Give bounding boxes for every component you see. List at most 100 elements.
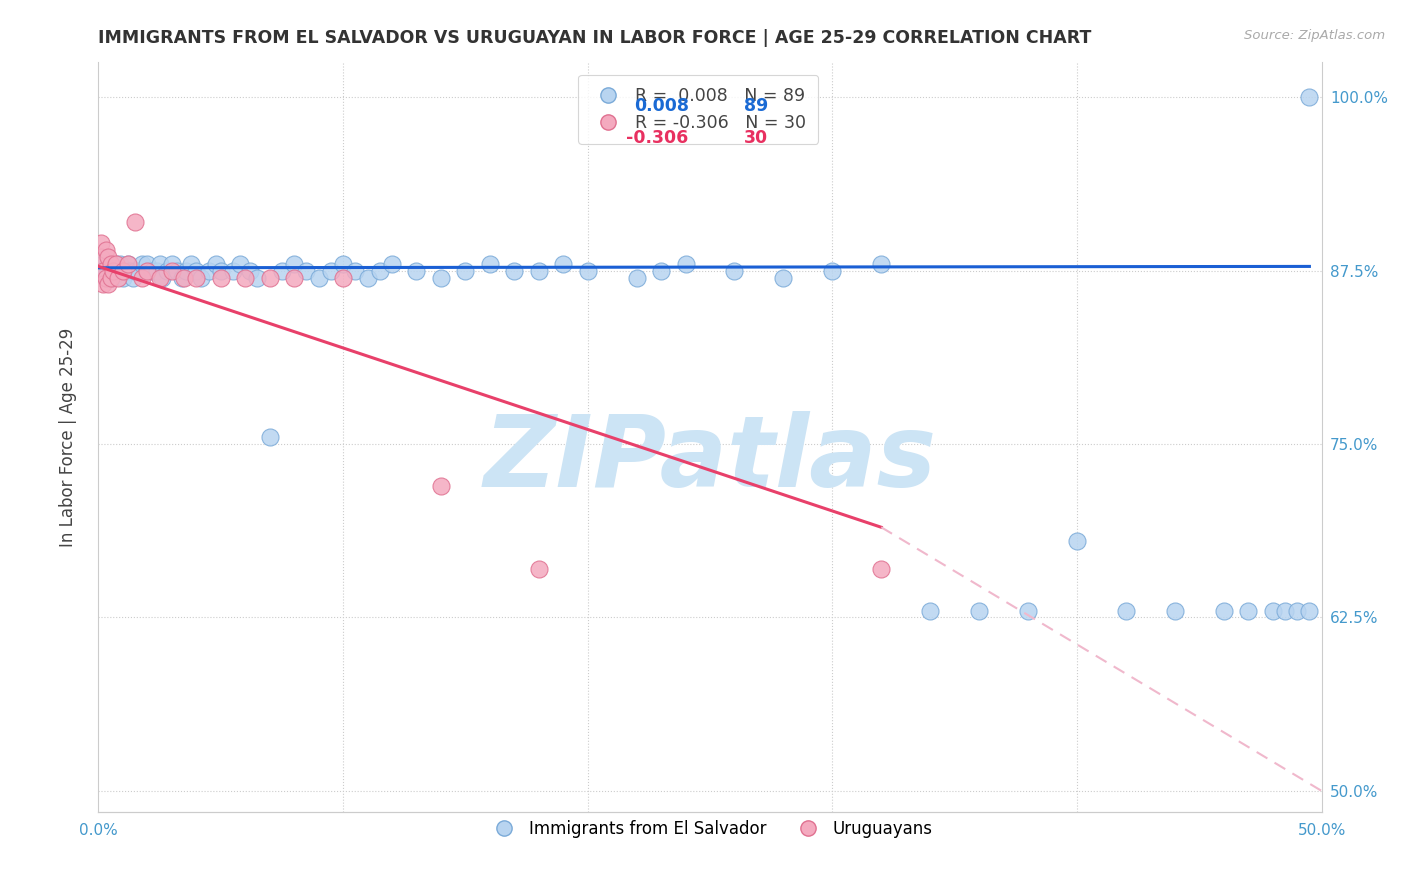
Point	[920, 603, 942, 617]
Point	[101, 263, 124, 277]
Point	[1212, 603, 1234, 617]
Point	[124, 263, 146, 277]
Point	[270, 263, 294, 277]
Point	[344, 263, 367, 277]
Point	[97, 263, 120, 277]
Text: Source: ZipAtlas.com: Source: ZipAtlas.com	[1244, 29, 1385, 42]
Point	[1017, 603, 1039, 617]
Point	[150, 270, 173, 285]
Point	[332, 270, 354, 285]
Point	[1164, 603, 1187, 617]
Point	[90, 250, 112, 264]
Point	[131, 270, 153, 285]
Point	[1286, 603, 1309, 617]
Point	[870, 257, 893, 271]
Point	[190, 270, 212, 285]
Point	[239, 263, 262, 277]
Point	[90, 263, 112, 277]
Point	[650, 263, 672, 277]
Point	[1298, 603, 1320, 617]
Point	[97, 270, 120, 285]
Point	[146, 263, 169, 277]
Point	[308, 270, 330, 285]
Point	[94, 270, 117, 285]
Point	[368, 263, 391, 277]
Point	[1274, 603, 1296, 617]
Legend: Immigrants from El Salvador, Uruguayans: Immigrants from El Salvador, Uruguayans	[481, 814, 939, 845]
Point	[821, 263, 844, 277]
Y-axis label: In Labor Force | Age 25-29: In Labor Force | Age 25-29	[59, 327, 77, 547]
Text: IMMIGRANTS FROM EL SALVADOR VS URUGUAYAN IN LABOR FORCE | AGE 25-29 CORRELATION : IMMIGRANTS FROM EL SALVADOR VS URUGUAYAN…	[98, 29, 1092, 47]
Point	[117, 257, 139, 271]
Point	[205, 257, 228, 271]
Point	[94, 270, 117, 285]
Point	[121, 270, 143, 285]
Point	[430, 478, 453, 492]
Point	[101, 270, 124, 285]
Point	[104, 263, 127, 277]
Point	[124, 215, 146, 229]
Point	[91, 257, 114, 271]
Point	[107, 270, 129, 285]
Point	[197, 263, 219, 277]
Point	[356, 270, 378, 285]
Point	[967, 603, 990, 617]
Point	[283, 257, 305, 271]
Point	[222, 263, 245, 277]
Point	[100, 257, 122, 271]
Point	[259, 270, 281, 285]
Point	[233, 270, 256, 285]
Point	[626, 270, 648, 285]
Point	[283, 270, 305, 285]
Point	[1261, 603, 1284, 617]
Point	[576, 263, 599, 277]
Point	[94, 243, 117, 257]
Point	[186, 270, 208, 285]
Point	[91, 263, 114, 277]
Point	[90, 235, 112, 250]
Point	[111, 263, 134, 277]
Point	[553, 257, 575, 271]
Point	[100, 257, 122, 271]
Point	[91, 277, 114, 292]
Point	[1115, 603, 1137, 617]
Point	[91, 263, 114, 277]
Point	[160, 257, 183, 271]
Point	[430, 270, 453, 285]
Point	[136, 263, 159, 277]
Point	[107, 263, 129, 277]
Point	[100, 263, 122, 277]
Point	[97, 250, 120, 264]
Text: ZIPatlas: ZIPatlas	[484, 411, 936, 508]
Point	[259, 430, 281, 444]
Point	[772, 270, 794, 285]
Point	[94, 263, 117, 277]
Point	[149, 257, 172, 271]
Point	[229, 257, 252, 271]
Point	[90, 263, 112, 277]
Point	[160, 263, 183, 277]
Point	[127, 263, 149, 277]
Point	[1237, 603, 1260, 617]
Point	[186, 263, 208, 277]
Point	[381, 257, 404, 271]
Text: 30: 30	[744, 128, 769, 146]
Point	[120, 263, 142, 277]
Point	[170, 270, 193, 285]
Text: 89: 89	[744, 97, 769, 115]
Point	[104, 257, 127, 271]
Point	[131, 257, 153, 271]
Point	[870, 562, 893, 576]
Point	[156, 263, 179, 277]
Point	[100, 270, 122, 285]
Point	[503, 263, 526, 277]
Point	[110, 257, 132, 271]
Point	[114, 263, 136, 277]
Point	[527, 562, 550, 576]
Point	[1066, 534, 1088, 549]
Point	[166, 263, 188, 277]
Point	[107, 263, 129, 277]
Point	[454, 263, 477, 277]
Point	[209, 270, 232, 285]
Point	[97, 257, 120, 271]
